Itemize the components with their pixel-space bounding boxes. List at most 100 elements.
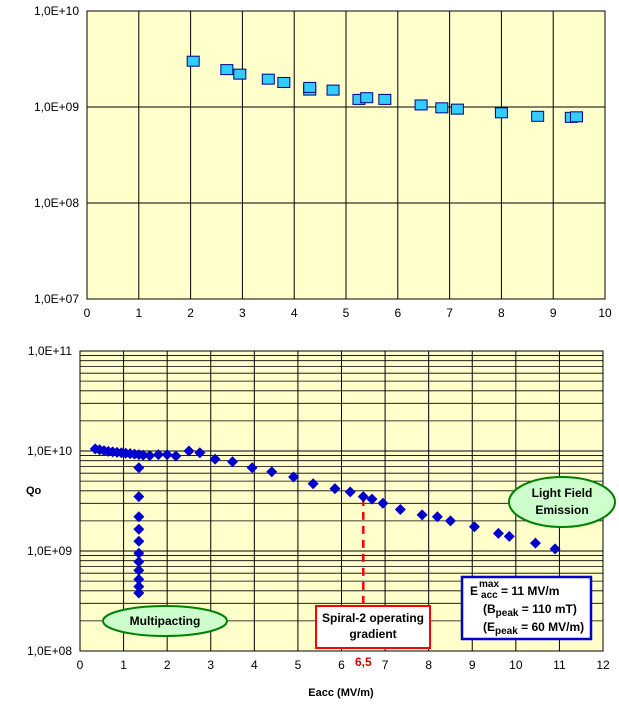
x-tick-label: 1 <box>120 658 127 672</box>
data-point-diamond <box>344 486 356 498</box>
y-tick-label: 1,0E+08 <box>27 644 72 658</box>
light-field-emission-label-2: Emission <box>535 503 588 517</box>
data-point-diamond <box>133 564 145 576</box>
data-point-diamond <box>133 573 145 585</box>
data-point-square <box>450 103 464 115</box>
data-point-square <box>435 102 449 114</box>
data-point-diamond <box>266 466 278 478</box>
x-tick-label: 11 <box>553 658 566 672</box>
data-point-diamond <box>133 547 145 559</box>
bottom-x-tick-labels: 0 1 2 3 4 5 6 7 8 9 10 11 12 <box>77 658 610 672</box>
bottom-data-points <box>89 443 561 599</box>
data-point-diamond <box>133 581 145 593</box>
x-tick-label: 0 <box>84 306 91 320</box>
data-point-diamond <box>468 521 480 533</box>
data-point-diamond <box>133 523 145 535</box>
spec-eacc-line: Emax acc = 11 MV/m <box>470 579 559 601</box>
data-point-diamond <box>144 450 156 462</box>
data-point-diamond <box>529 537 541 549</box>
data-point-diamond <box>161 449 173 461</box>
x-tick-label: 8 <box>498 306 505 320</box>
y-tick-label: 1,0E+09 <box>34 100 79 114</box>
x-tick-label: 10 <box>598 306 612 320</box>
x-tick-label: 0 <box>77 658 84 672</box>
data-point-square <box>233 68 247 80</box>
multipacting-callout: Multipacting <box>102 605 228 637</box>
data-point-diamond <box>416 509 428 521</box>
data-point-diamond <box>288 471 300 483</box>
data-point-square <box>186 55 200 67</box>
data-point-diamond <box>357 491 369 503</box>
multipacting-label: Multipacting <box>130 614 201 628</box>
data-point-diamond <box>209 453 221 465</box>
data-point-diamond <box>366 493 378 505</box>
spec-epeak-line: (Epeak = 60 MV/m) <box>483 620 584 637</box>
x-tick-label: 1 <box>135 306 142 320</box>
data-point-square <box>326 84 340 96</box>
x-tick-label: 5 <box>343 306 350 320</box>
data-point-square <box>531 110 545 122</box>
data-point-diamond <box>503 530 515 542</box>
light-field-emission-label-1: Light Field <box>532 486 593 500</box>
data-point-diamond <box>227 456 239 468</box>
top-x-tick-labels: 0 1 2 3 4 5 6 7 8 9 10 <box>84 306 612 320</box>
data-point-square <box>360 92 374 104</box>
y-tick-label: 1,0E+08 <box>34 196 79 210</box>
x-tick-label: 9 <box>469 658 476 672</box>
data-point-square <box>277 76 291 88</box>
data-point-diamond <box>431 511 443 523</box>
data-point-square <box>303 81 317 93</box>
light-field-emission-callout: Light Field Emission <box>508 476 616 528</box>
x-tick-label: 8 <box>425 658 432 672</box>
x-tick-label: 12 <box>596 658 610 672</box>
x-tick-label: 3 <box>239 306 246 320</box>
bottom-y-axis-label: Qo <box>26 485 42 497</box>
top-y-tick-labels: 1,0E+07 1,0E+08 1,0E+09 1,0E+10 <box>34 4 79 306</box>
data-point-diamond <box>133 535 145 547</box>
x-tick-label: 3 <box>207 658 214 672</box>
data-point-square <box>261 73 275 85</box>
spec-bpeak-line: (Bpeak = 110 mT) <box>483 602 577 619</box>
data-point-diamond <box>246 462 258 474</box>
data-point-diamond <box>133 462 145 474</box>
data-point-diamond <box>377 497 389 509</box>
data-point-diamond <box>394 504 406 516</box>
bottom-y-tick-labels: 1,0E+08 1,0E+09 1,0E+10 1,0E+11 <box>27 344 72 658</box>
x-tick-label: 2 <box>187 306 194 320</box>
data-point-diamond <box>133 491 145 503</box>
data-point-square <box>378 93 392 105</box>
data-point-square <box>414 99 428 111</box>
spec-callout: Emax acc = 11 MV/m (Bpeak = 110 mT) (Epea… <box>460 575 593 641</box>
x-tick-label: 5 <box>295 658 302 672</box>
spiral-value-label: 6,5 <box>355 655 372 669</box>
spiral-gradient-callout: Spiral-2 operating gradient <box>315 605 431 649</box>
data-point-diamond <box>307 478 319 490</box>
data-point-diamond <box>137 449 149 461</box>
data-point-diamond <box>194 447 206 459</box>
y-tick-label: 1,0E+10 <box>34 4 79 18</box>
data-point-diamond <box>444 515 456 527</box>
data-point-diamond <box>133 556 145 568</box>
x-tick-label: 9 <box>550 306 557 320</box>
y-tick-label: 1,0E+11 <box>28 344 72 358</box>
y-tick-label: 1,0E+10 <box>27 444 72 458</box>
data-point-diamond <box>152 449 164 461</box>
data-point-diamond <box>183 445 195 457</box>
spiral-gradient-label-1: Spiral-2 operating <box>322 611 424 625</box>
top-chart: 1,0E+07 1,0E+08 1,0E+09 1,0E+10 0 1 2 3 4 5 6 7 8 9 1… <box>34 4 612 320</box>
bottom-x-axis-label: Eacc (MV/m) <box>308 687 374 699</box>
x-tick-label: 2 <box>164 658 171 672</box>
data-point-diamond <box>492 527 504 539</box>
data-point-diamond <box>329 483 341 495</box>
data-point-diamond <box>170 450 182 462</box>
x-tick-label: 7 <box>446 306 453 320</box>
x-tick-label: 7 <box>382 658 389 672</box>
data-point-square <box>220 64 234 76</box>
x-tick-label: 4 <box>291 306 298 320</box>
x-tick-label: 10 <box>509 658 523 672</box>
data-point-square <box>570 111 584 123</box>
top-data-points <box>186 55 584 123</box>
data-point-square <box>494 107 508 119</box>
